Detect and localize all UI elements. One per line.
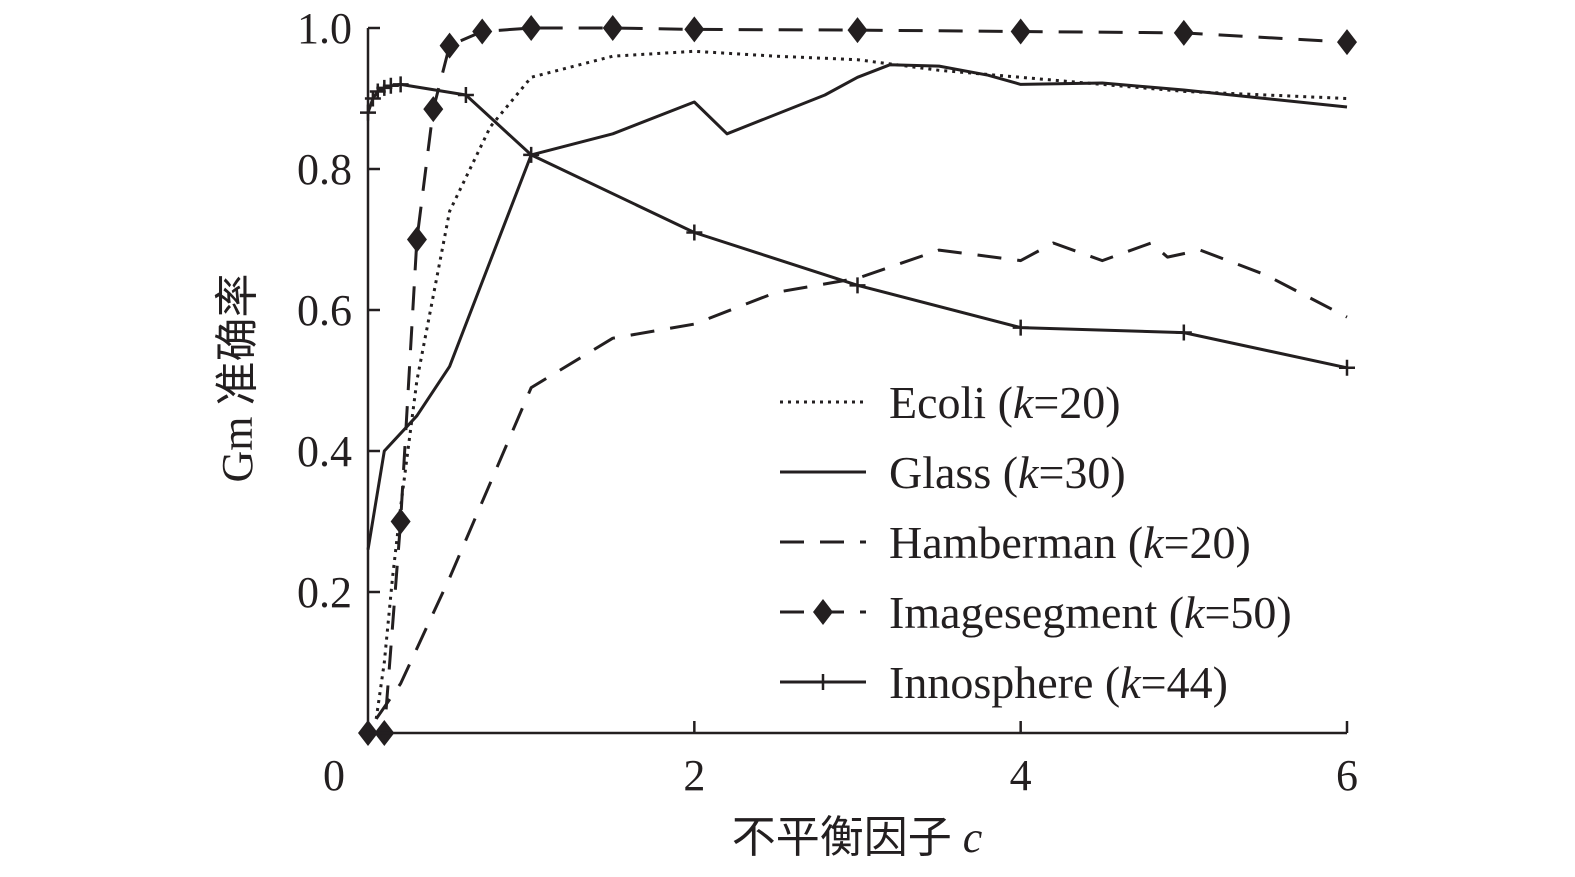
data-point-imagesegment [1337,29,1357,56]
legend-marker-diamond [813,599,833,625]
data-point-imagesegment [1173,19,1194,46]
legend-k-var: k [1184,587,1206,638]
data-point-innosphere [523,146,540,163]
legend-k-value: =50) [1204,587,1291,638]
legend-k-var: k [1143,517,1165,568]
x-axis-label-text: 不平衡因子 [732,813,952,862]
data-point-imagesegment [472,18,493,45]
plot-area [358,15,1357,746]
data-point-innosphere [849,277,866,294]
x-axis-label: 不平衡因子 c [732,813,983,862]
data-point-imagesegment [439,32,460,59]
data-point-imagesegment [684,16,705,43]
legend-label-imagesegment: Imagesegment (k=50) [889,587,1292,638]
legend-series-name: Glass ( [889,447,1018,498]
legend-label-glass: Glass (k=30) [889,447,1126,498]
x-axis: 0 2 4 6 [323,721,1358,800]
legend-k-value: =20) [1164,517,1251,568]
x-tick-label: 6 [1336,751,1358,800]
data-point-imagesegment [423,96,444,123]
y-tick-label: 0.4 [297,427,352,476]
data-point-innosphere [1339,359,1355,376]
legend-k-value: =30) [1038,447,1125,498]
y-tick-label: 0.2 [297,568,352,617]
data-point-imagesegment [847,17,868,44]
legend-k-var: k [1018,447,1040,498]
data-point-imagesegment [602,15,623,41]
data-point-imagesegment [390,508,411,535]
series-line-imagesegment [368,26,1348,735]
legend-series-name: Imagesegment ( [889,587,1184,638]
y-axis: 0.2 0.4 0.6 0.8 1.0 [297,4,380,733]
y-tick-label: 1.0 [297,4,352,53]
data-point-imagesegment [406,226,427,253]
data-point-innosphere [1012,319,1029,336]
x-tick-label: 2 [683,751,705,800]
legend-series-name: Ecoli ( [889,377,1013,428]
data-point-imagesegment [521,15,542,41]
data-point-innosphere [382,77,399,94]
y-axis-label: Gm 准确率 [213,274,262,483]
x-tick-label: 0 [323,751,345,800]
legend-k-var: k [1120,657,1142,708]
legend: Ecoli (k=20)Glass (k=30)Hamberman (k=20)… [780,377,1292,708]
data-point-innosphere [686,224,703,241]
data-point-innosphere [392,76,409,93]
data-point-imagesegment [1010,18,1031,45]
legend-k-var: k [1013,377,1035,428]
legend-label-ecoli: Ecoli (k=20) [889,377,1121,428]
legend-label-innosphere: Innosphere (k=44) [889,657,1228,708]
legend-series-name: Innosphere ( [889,657,1120,708]
legend-k-value: =20) [1033,377,1120,428]
legend-k-value: =44) [1141,657,1228,708]
data-point-innosphere [457,86,474,103]
legend-series-name: Hamberman ( [889,517,1143,568]
x-axis-variable: c [963,813,983,862]
data-point-innosphere [1175,324,1192,341]
series-line-glass [366,63,1348,550]
x-tick-label: 4 [1010,751,1032,800]
series-line-innosphere [366,82,1348,370]
legend-marker-plus [815,674,831,690]
series-line-hamberman [374,241,1348,720]
y-tick-label: 0.8 [297,145,352,194]
series-line-ecoli [374,49,1348,720]
legend-label-hamberman: Hamberman (k=20) [889,517,1251,568]
y-tick-label: 0.6 [297,286,352,335]
